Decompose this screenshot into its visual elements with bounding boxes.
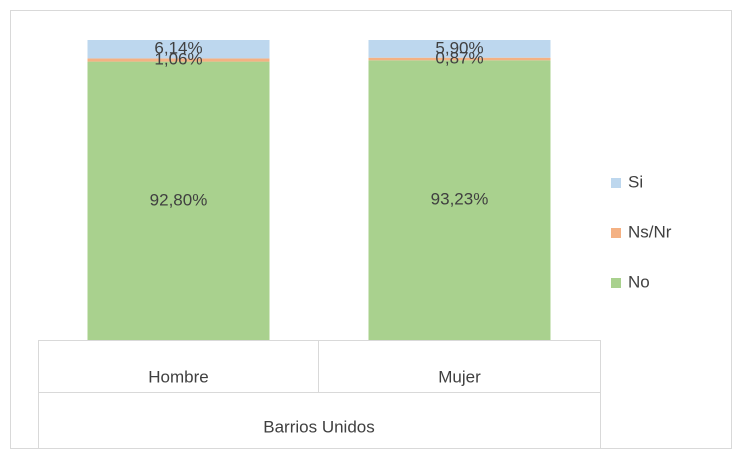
- data-label: 6,14%: [154, 39, 202, 58]
- bar-segment: [87, 58, 270, 62]
- x-tick-label: Mujer: [438, 367, 481, 386]
- legend-label: Ns/Nr: [628, 222, 672, 241]
- legend-label: Si: [628, 172, 643, 191]
- data-label: 5,90%: [435, 38, 483, 57]
- legend-swatch: [611, 228, 621, 238]
- bar-segment: [368, 40, 551, 58]
- data-label: 0,87%: [435, 48, 483, 67]
- data-label: 93,23%: [431, 190, 489, 209]
- legend-swatch: [611, 178, 621, 188]
- bar-segment: [368, 60, 551, 341]
- legend-label: No: [628, 272, 650, 291]
- bar-segment: [87, 40, 270, 59]
- bar-segment: [87, 61, 270, 340]
- group-label: Barrios Unidos: [263, 417, 375, 436]
- x-tick-label: Hombre: [148, 367, 208, 386]
- bar-segment: [368, 57, 551, 61]
- data-label: 1,06%: [154, 49, 202, 68]
- data-label: 92,80%: [150, 190, 208, 209]
- legend-swatch: [611, 278, 621, 288]
